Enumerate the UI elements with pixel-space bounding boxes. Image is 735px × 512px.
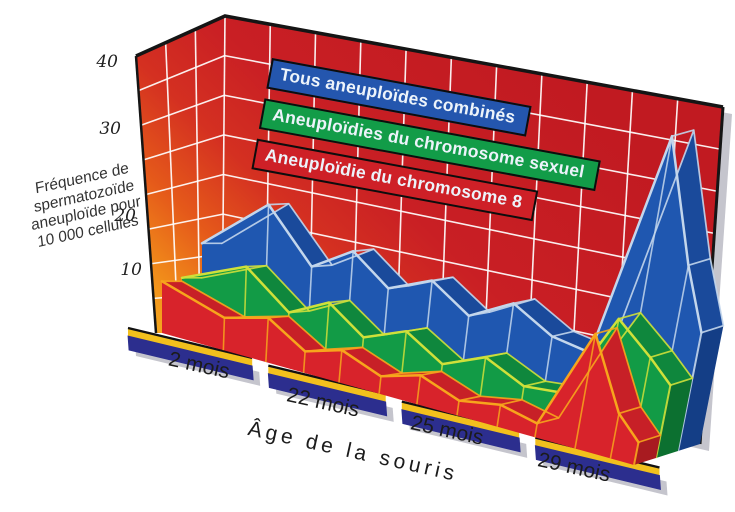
ribbon-series — [160, 280, 662, 466]
data-ribbons — [160, 129, 725, 466]
y-tick-40: 40 — [96, 52, 118, 72]
y-tick-30: 30 — [99, 119, 121, 139]
y-tick-20: 20 — [114, 206, 136, 226]
y-tick-10: 10 — [120, 260, 142, 280]
base-platform — [127, 326, 668, 496]
